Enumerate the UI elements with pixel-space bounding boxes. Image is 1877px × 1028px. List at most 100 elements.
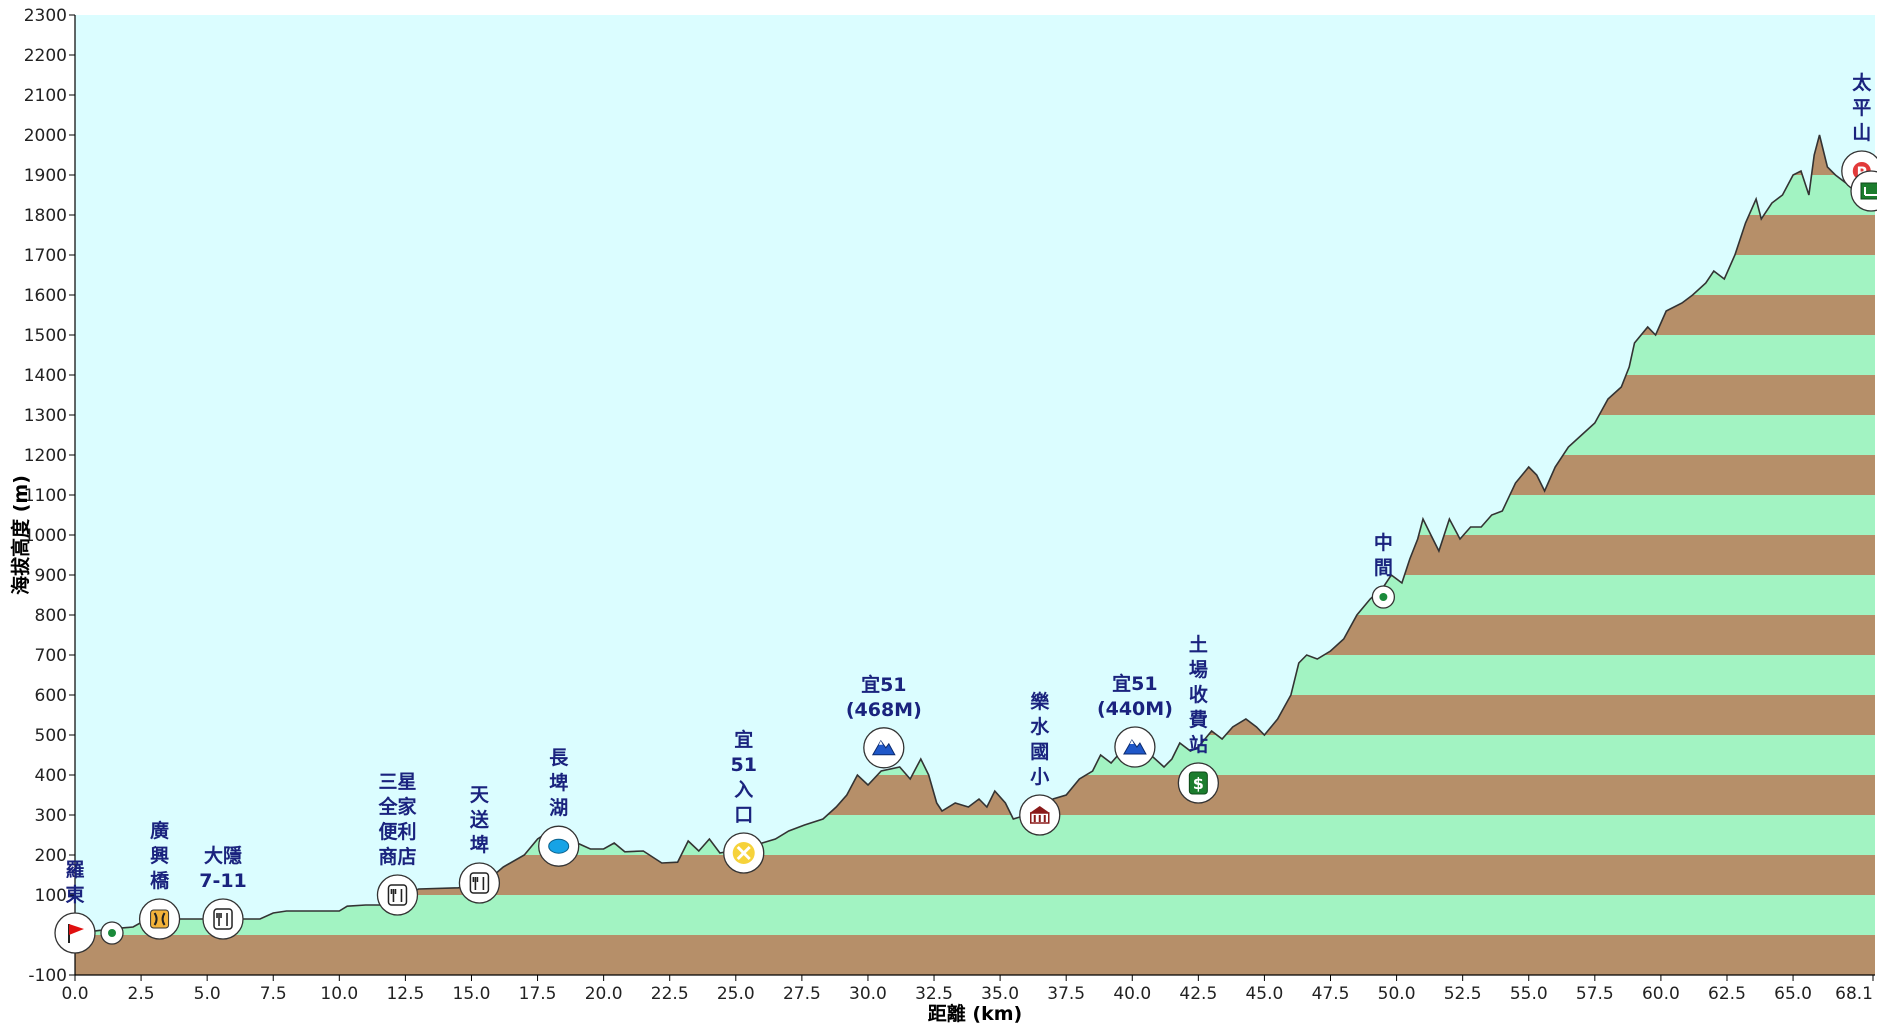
y-tick-label: 1800 bbox=[24, 206, 67, 226]
waypoint-label: 送 bbox=[470, 808, 490, 831]
y-tick-label: 1300 bbox=[24, 406, 67, 426]
summit-icon bbox=[871, 739, 896, 756]
waypoint-label: 平 bbox=[1852, 97, 1871, 119]
waypoint-marker: 長埤湖 bbox=[538, 747, 580, 867]
junction-icon bbox=[732, 842, 755, 864]
waypoint-label: 宜51 bbox=[1112, 672, 1157, 695]
waypoint-marker: 廣興橋 bbox=[138, 819, 181, 940]
waypoint-marker: 中間 bbox=[1371, 531, 1396, 609]
waypoint-label: 站 bbox=[1189, 733, 1208, 756]
y-tick-label: 400 bbox=[35, 766, 67, 786]
waypoint-label: 間 bbox=[1374, 557, 1393, 579]
x-tick-label: 37.5 bbox=[1047, 984, 1085, 1004]
x-tick-label: 2.5 bbox=[128, 984, 155, 1004]
y-tick-label: 700 bbox=[35, 646, 67, 666]
lake-icon bbox=[548, 838, 570, 854]
y-axis-title: 海拔高度 (m) bbox=[9, 475, 32, 595]
x-tick-label: 50.0 bbox=[1378, 984, 1416, 1004]
waypoint-label: 小 bbox=[1030, 766, 1049, 788]
x-tick-label: 30.0 bbox=[849, 984, 887, 1004]
waypoint-label: 樂 bbox=[1030, 690, 1050, 713]
waypoint-label: 廣 bbox=[150, 819, 169, 842]
y-tick-label: 1400 bbox=[24, 366, 67, 386]
waypoint-label: 長 bbox=[549, 747, 569, 769]
waypoint-label: 湖 bbox=[549, 797, 568, 819]
restaurant-icon bbox=[387, 884, 408, 906]
waypoint-marker bbox=[100, 921, 124, 945]
waypoint-label: 口 bbox=[734, 804, 753, 826]
y-tick-label: 1200 bbox=[24, 446, 67, 466]
y-tick-label: 1900 bbox=[24, 166, 67, 186]
waypoint-marker: 天送埤 bbox=[458, 784, 501, 904]
x-tick-label: 35.0 bbox=[981, 984, 1019, 1004]
x-tick-label: 5.0 bbox=[194, 984, 221, 1004]
waypoint-label: 便利 bbox=[378, 821, 416, 843]
y-tick-label: 2100 bbox=[24, 86, 67, 106]
svg-text:$: $ bbox=[1193, 774, 1204, 793]
waypoint-label: 全家 bbox=[377, 795, 417, 818]
y-tick-label: 1100 bbox=[24, 486, 67, 506]
waypoint-marker: 羅東 bbox=[54, 859, 96, 954]
waypoint-marker: 大隱 7-11 bbox=[199, 844, 247, 940]
waypoint-label: 收 bbox=[1189, 683, 1208, 706]
y-tick-label: 500 bbox=[35, 726, 67, 746]
y-tick-label: -100 bbox=[28, 966, 67, 986]
y-tick-label: 100 bbox=[35, 886, 67, 906]
x-tick-label: 25.0 bbox=[717, 984, 755, 1004]
waypoint-label: 三星 bbox=[378, 771, 416, 793]
waypoint-label: 宜 bbox=[734, 728, 753, 751]
start-flag-icon bbox=[68, 924, 84, 943]
waypoint-label: 山 bbox=[1852, 122, 1871, 144]
school-icon bbox=[1029, 806, 1050, 824]
y-tick-label: 1700 bbox=[24, 246, 67, 266]
waypoint-marker: 宜51 (468M) bbox=[846, 673, 922, 769]
x-tick-label: 68.1 bbox=[1835, 984, 1873, 1004]
toll-station-icon: $ bbox=[1188, 771, 1208, 795]
x-tick-label: 57.5 bbox=[1576, 984, 1614, 1004]
y-tick-label: 2000 bbox=[24, 126, 67, 146]
waypoint-marker: 宜51 (440M) bbox=[1097, 672, 1173, 768]
summit-icon bbox=[1123, 739, 1147, 755]
x-tick-label: 17.5 bbox=[519, 984, 557, 1004]
generic-dot-icon bbox=[108, 929, 117, 937]
waypoint-label: 興 bbox=[150, 845, 169, 867]
waypoint-label: 羅 bbox=[65, 859, 84, 881]
waypoint-label: 天 bbox=[470, 784, 490, 806]
waypoint-label: 宜51 bbox=[861, 673, 906, 696]
waypoint-label: 水 bbox=[1030, 716, 1050, 738]
restaurant-icon bbox=[469, 872, 490, 894]
waypoint-marker: 宜 51 入口 bbox=[723, 728, 765, 874]
waypoint-label: 土 bbox=[1189, 634, 1208, 656]
waypoint-label: 入 bbox=[734, 779, 753, 801]
waypoint-label: 大隱 bbox=[204, 844, 242, 867]
x-tick-label: 62.5 bbox=[1708, 984, 1746, 1004]
x-tick-label: 55.0 bbox=[1510, 984, 1548, 1004]
x-tick-label: 7.5 bbox=[260, 984, 287, 1004]
waypoint-label: 7-11 bbox=[199, 870, 247, 892]
x-tick-label: 65.0 bbox=[1774, 984, 1812, 1004]
y-tick-label: 300 bbox=[35, 806, 67, 826]
waypoint-label: 51 bbox=[730, 754, 756, 776]
waypoint-label: 埤 bbox=[470, 833, 489, 856]
waypoint-label: 國 bbox=[1030, 741, 1049, 763]
waypoint-label: (468M) bbox=[846, 699, 922, 721]
x-tick-label: 42.5 bbox=[1179, 984, 1217, 1004]
waypoint-label: 費 bbox=[1189, 708, 1208, 731]
finish-icon bbox=[1860, 182, 1877, 200]
y-tick-label: 600 bbox=[35, 686, 67, 706]
x-tick-label: 15.0 bbox=[453, 984, 491, 1004]
waypoint-label: 商店 bbox=[378, 845, 416, 868]
x-axis-ticks: 0.0 2.5 5.0 7.5 10.0 12.5 15.0 17.5 20.0 22.5 25.0… bbox=[61, 975, 1874, 1004]
elevation-band bbox=[75, 935, 1875, 975]
y-tick-label: 1000 bbox=[24, 526, 67, 546]
waypoint-label: 場 bbox=[1189, 659, 1208, 681]
waypoint-marker bbox=[1850, 170, 1877, 212]
waypoint-label: 太 bbox=[1852, 71, 1872, 94]
y-tick-label: 900 bbox=[35, 566, 67, 586]
x-tick-label: 47.5 bbox=[1312, 984, 1350, 1004]
x-tick-label: 0.0 bbox=[61, 984, 88, 1004]
x-axis-title: 距離 (km) bbox=[928, 1002, 1022, 1025]
